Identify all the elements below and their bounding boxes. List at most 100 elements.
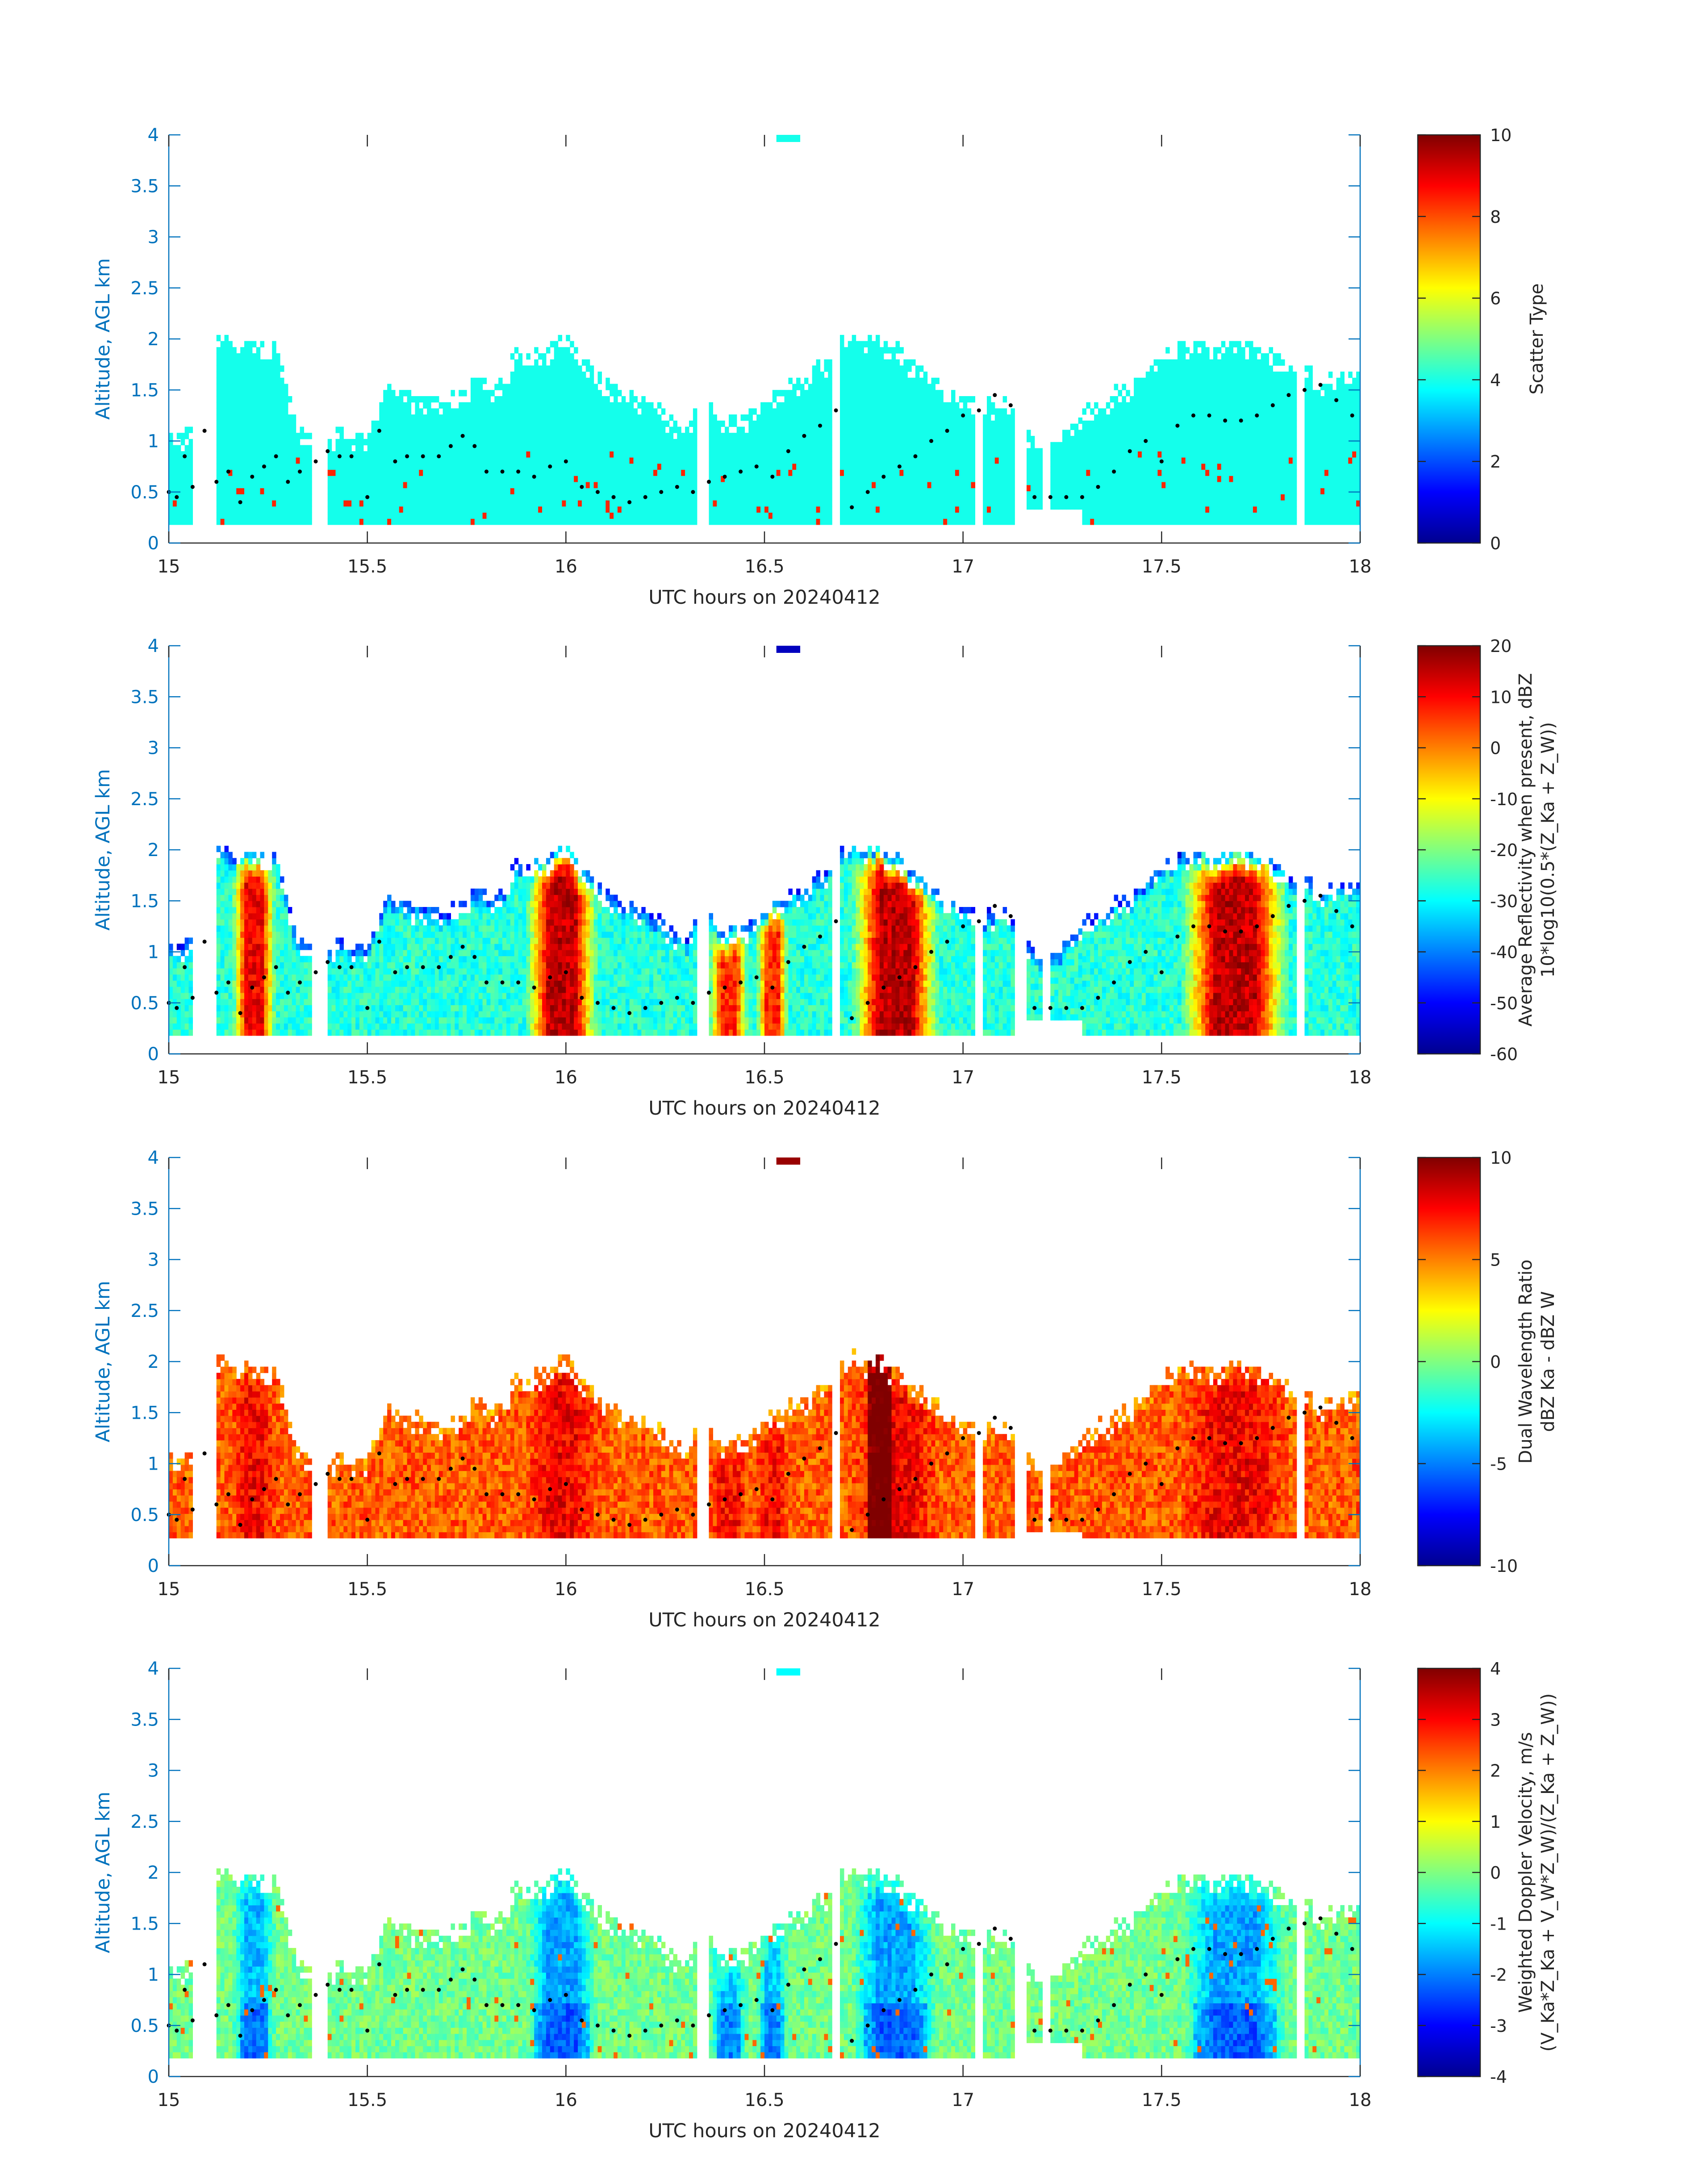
heatmap-cell	[355, 482, 360, 488]
heatmap-cell	[792, 421, 797, 427]
heatmap-cell	[490, 445, 495, 451]
heatmap-cell	[276, 457, 280, 464]
heatmap-cell	[725, 518, 729, 525]
heatmap-cell	[907, 482, 912, 488]
heatmap-cell	[717, 470, 721, 476]
heatmap-cell	[244, 518, 249, 525]
heatmap-cell	[1157, 482, 1162, 488]
heatmap-cell	[427, 414, 431, 421]
heatmap-cell	[376, 518, 380, 525]
heatmap-cell	[578, 427, 582, 433]
heatmap-cell	[903, 408, 908, 414]
heatmap-cell	[232, 464, 237, 470]
heatmap-cell	[304, 445, 308, 451]
heatmap-cell	[844, 378, 848, 384]
heatmap-cell	[379, 488, 384, 494]
heatmap-cell	[669, 513, 674, 519]
heatmap-cell	[1058, 472, 1063, 479]
heatmap-cell	[840, 390, 844, 396]
heatmap-cell	[260, 506, 265, 513]
heatmap-cell	[240, 518, 245, 525]
heatmap-cell	[618, 421, 622, 427]
heatmap-cell	[971, 488, 976, 494]
heatmap-cell	[915, 494, 920, 500]
heatmap-cell	[252, 482, 257, 488]
heatmap-cell	[225, 445, 229, 451]
heatmap-cell	[967, 464, 972, 470]
heatmap-cell	[236, 457, 241, 464]
heatmap-cell	[578, 451, 582, 457]
heatmap-cell	[1142, 421, 1146, 427]
heatmap-cell	[598, 482, 602, 488]
heatmap-cell	[526, 402, 530, 409]
heatmap-cell	[880, 359, 884, 366]
heatmap-cell	[526, 513, 530, 519]
heatmap-cell	[884, 427, 888, 433]
heatmap-cell	[733, 500, 737, 506]
heatmap-cell	[943, 408, 948, 414]
heatmap-cell	[1074, 442, 1079, 448]
heatmap-cell	[880, 402, 884, 409]
heatmap-cell	[268, 365, 272, 372]
heatmap-cell	[884, 494, 888, 500]
heatmap-cell	[546, 378, 551, 384]
heatmap-cell	[713, 476, 717, 482]
heatmap-cell	[852, 378, 856, 384]
heatmap-cell	[1027, 485, 1031, 491]
heatmap-cell	[455, 433, 459, 439]
heatmap-cell	[1102, 451, 1107, 457]
heatmap-cell	[777, 464, 781, 470]
heatmap-cell	[1007, 506, 1011, 513]
heatmap-cell	[888, 494, 892, 500]
heatmap-cell	[455, 421, 459, 427]
heatmap-cell	[570, 439, 574, 445]
heatmap-cell	[534, 494, 539, 500]
heatmap-cell	[999, 488, 1003, 494]
heatmap-cell	[927, 457, 932, 464]
heatmap-cell	[419, 396, 423, 402]
heatmap-cell	[225, 464, 229, 470]
heatmap-cell	[423, 470, 427, 476]
heatmap-cell	[824, 390, 828, 396]
heatmap-cell	[1082, 482, 1087, 488]
heatmap-cell	[756, 427, 761, 433]
heatmap-cell	[594, 421, 598, 427]
heatmap-cell	[228, 347, 233, 353]
heatmap-cell	[606, 439, 610, 445]
heatmap-cell	[1134, 402, 1138, 409]
heatmap-cell	[796, 384, 801, 390]
heatmap-cell	[717, 451, 721, 457]
heatmap-cell	[391, 451, 396, 457]
heatmap-cell	[435, 445, 439, 451]
heatmap-cell	[713, 464, 717, 470]
heatmap-cell	[665, 494, 670, 500]
heatmap-cell	[1074, 424, 1079, 430]
heatmap-cell	[657, 457, 662, 464]
heatmap-cell	[343, 445, 348, 451]
heatmap-cell	[467, 470, 471, 476]
heatmap-cell	[1003, 488, 1007, 494]
heatmap-cell	[479, 445, 483, 451]
heatmap-cell	[574, 513, 578, 519]
heatmap-cell	[471, 457, 475, 464]
heatmap-cell	[840, 427, 844, 433]
heatmap-cell	[1094, 445, 1098, 451]
heatmap-cell	[876, 372, 880, 378]
heatmap-cell	[689, 451, 693, 457]
heatmap-cell	[268, 421, 272, 427]
heatmap-cell	[796, 506, 801, 513]
heatmap-cell	[586, 470, 590, 476]
heatmap-cell	[276, 372, 280, 378]
heatmap-cell	[876, 464, 880, 470]
heatmap-cell	[467, 421, 471, 427]
heatmap-cell	[427, 457, 431, 464]
heatmap-cell	[752, 488, 757, 494]
heatmap-cell	[479, 439, 483, 445]
heatmap-cell	[768, 439, 773, 445]
heatmap-cell	[907, 439, 912, 445]
heatmap-cell	[225, 433, 229, 439]
heatmap-cell	[244, 500, 249, 506]
heatmap-cell	[963, 433, 968, 439]
heatmap-cell	[490, 476, 495, 482]
heatmap-cell	[217, 470, 221, 476]
